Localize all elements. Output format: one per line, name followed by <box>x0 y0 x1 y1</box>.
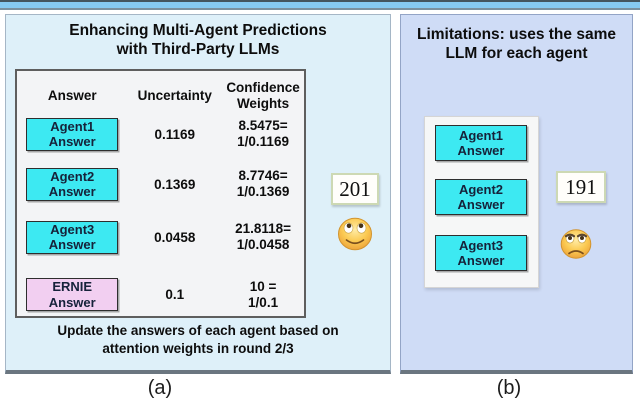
confidence-weights-table: Answer Uncertainty Confidence Weights Ag… <box>15 69 306 318</box>
header-confidence-weights: Confidence Weights <box>226 80 300 111</box>
subfigure-label-b: (b) <box>496 377 522 399</box>
sad-face-icon <box>560 229 592 259</box>
uncertainty-value: 0.1369 <box>154 176 196 192</box>
score-b-value: 191 <box>565 174 597 199</box>
table-row: ERNIE Answer 0.1 10 = 1/0.1 <box>17 276 304 313</box>
uncertainty-value: 0.1 <box>165 287 185 302</box>
score-box-a: 201 <box>331 173 379 205</box>
score-a-value: 201 <box>339 176 371 201</box>
panel-a-title-line2: with Third-Party LLMs <box>116 41 280 58</box>
table-row: Agent2 Answer 0.1369 8.7746= 1/0.1369 <box>17 166 304 202</box>
agent3-answer-box: Agent3 Answer <box>435 235 527 271</box>
table-row: Agent3 Answer 0.0458 21.8118= 1/0.0458 <box>17 218 304 256</box>
panel-a: Enhancing Multi-Agent Predictions with T… <box>5 14 391 374</box>
agents-group-box: Agent1 Answer Agent2 Answer Agent3 Answe… <box>424 116 539 288</box>
header-uncertainty: Uncertainty <box>137 87 212 103</box>
happy-face-icon <box>338 217 372 251</box>
panel-b: Limitations: uses the same LLM for each … <box>400 14 633 374</box>
top-divider-bar <box>0 0 640 10</box>
confidence-weight-value: 8.7746= 1/0.1369 <box>236 168 290 199</box>
caption-line2: attention weights in round 2/3 <box>102 340 294 356</box>
agent3-answer-box: Agent3 Answer <box>26 220 119 254</box>
table-row: Agent1 Answer 0.1169 8.5475= 1/0.1169 <box>17 116 304 152</box>
panel-b-title: Limitations: uses the same LLM for each … <box>401 25 632 63</box>
agent1-answer-box: Agent1 Answer <box>435 125 527 161</box>
panel-a-title-line1: Enhancing Multi-Agent Predictions <box>69 22 327 39</box>
caption-line1: Update the answers of each agent based o… <box>57 323 339 338</box>
header-answer: Answer <box>47 87 97 103</box>
panel-a-title: Enhancing Multi-Agent Predictions with T… <box>6 21 390 59</box>
panel-b-title-line1: Limitations: uses the same <box>417 26 616 43</box>
agent1-answer-box: Agent1 Answer <box>26 117 119 151</box>
confidence-weight-value: 21.8118= 1/0.0458 <box>235 221 292 252</box>
score-box-b: 191 <box>556 171 606 203</box>
confidence-weight-value: 8.5475= 1/0.1169 <box>237 118 289 149</box>
agent2-answer-box: Agent2 Answer <box>435 179 527 215</box>
agent2-answer-box: Agent2 Answer <box>26 167 119 201</box>
uncertainty-value: 0.1169 <box>154 126 196 142</box>
panel-a-caption: Update the answers of each agent based o… <box>6 322 390 357</box>
confidence-weight-value: 10 = 1/0.1 <box>248 278 279 310</box>
ernie-answer-box: ERNIE Answer <box>26 278 119 311</box>
panel-b-title-line2: LLM for each agent <box>445 45 588 62</box>
subfigure-label-a: (a) <box>147 377 173 399</box>
table-header-row: Answer Uncertainty Confidence Weights <box>17 80 304 111</box>
uncertainty-value: 0.0458 <box>154 229 196 245</box>
